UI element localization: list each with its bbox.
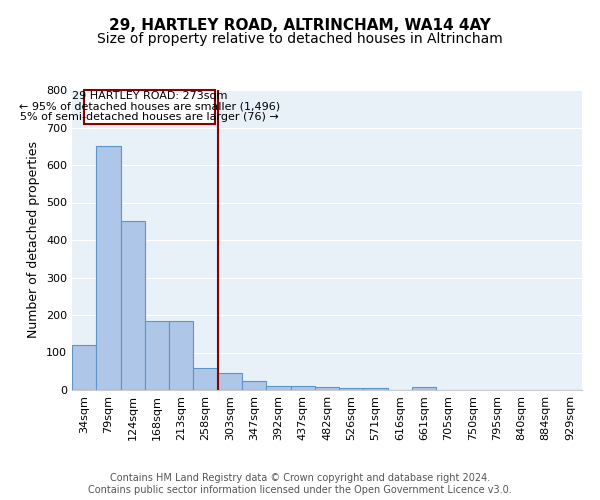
Bar — [339, 388, 364, 390]
Bar — [242, 380, 266, 390]
Bar — [412, 387, 436, 390]
Bar — [169, 320, 193, 390]
Y-axis label: Number of detached properties: Number of detached properties — [28, 142, 40, 338]
Bar — [218, 373, 242, 390]
Bar — [72, 345, 96, 390]
Text: 29, HARTLEY ROAD, ALTRINCHAM, WA14 4AY: 29, HARTLEY ROAD, ALTRINCHAM, WA14 4AY — [109, 18, 491, 32]
Bar — [84, 90, 215, 124]
Bar — [315, 387, 339, 390]
Text: 29 HARTLEY ROAD: 273sqm: 29 HARTLEY ROAD: 273sqm — [72, 92, 227, 102]
Text: 5% of semi-detached houses are larger (76) →: 5% of semi-detached houses are larger (7… — [20, 112, 279, 122]
Bar — [193, 368, 218, 390]
Text: Size of property relative to detached houses in Altrincham: Size of property relative to detached ho… — [97, 32, 503, 46]
Bar — [121, 221, 145, 390]
Text: ← 95% of detached houses are smaller (1,496): ← 95% of detached houses are smaller (1,… — [19, 102, 280, 112]
Bar — [145, 320, 169, 390]
Text: Contains HM Land Registry data © Crown copyright and database right 2024.
Contai: Contains HM Land Registry data © Crown c… — [88, 474, 512, 495]
Bar — [364, 388, 388, 390]
Bar — [266, 386, 290, 390]
Bar — [96, 146, 121, 390]
Bar — [290, 386, 315, 390]
